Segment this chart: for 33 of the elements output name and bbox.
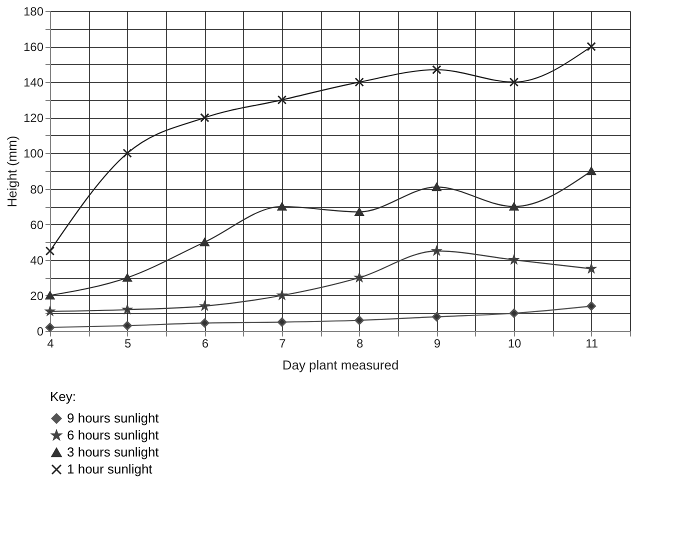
point (432, 65, 442, 74)
point (200, 113, 210, 122)
y-tick-label: 0 (36, 324, 44, 338)
x-tick-label: 5 (124, 336, 132, 350)
y-tick-label: 80 (30, 182, 44, 196)
legend-title: Key: (50, 389, 76, 404)
point (509, 77, 519, 87)
y-axis-title: Height (mm) (4, 136, 20, 208)
x-tick-label: 6 (202, 336, 209, 350)
point (45, 246, 55, 256)
y-tick-label: 180 (23, 4, 44, 18)
legend-label: 3 hours sunlight (67, 444, 160, 460)
point (122, 148, 132, 158)
legend-label: 1 hour sunlight (67, 462, 153, 476)
y-tick-label: 120 (23, 111, 44, 126)
x-tick-label: 11 (586, 336, 598, 350)
point (586, 42, 596, 52)
y-tick-label: 140 (23, 76, 44, 90)
y-tick-label: 160 (23, 40, 44, 54)
x-tick-label: 7 (279, 336, 286, 350)
y-tick-label: 100 (23, 146, 44, 161)
y-tick-label: 40 (30, 253, 44, 268)
x-tick-label: 10 (508, 336, 522, 350)
x-tick-label: 9 (434, 336, 441, 350)
y-tick-label: 20 (30, 288, 44, 303)
legend-label: 6 hours sunlight (67, 428, 160, 442)
x-axis-title: Day plant measured (282, 358, 399, 372)
y-tick-label: 60 (30, 218, 44, 232)
point (354, 77, 364, 87)
point (277, 95, 287, 105)
x-tick-label: 4 (47, 336, 54, 350)
legend-label: 9 hours sunlight (67, 410, 160, 426)
x-tick-label: 8 (356, 336, 364, 350)
